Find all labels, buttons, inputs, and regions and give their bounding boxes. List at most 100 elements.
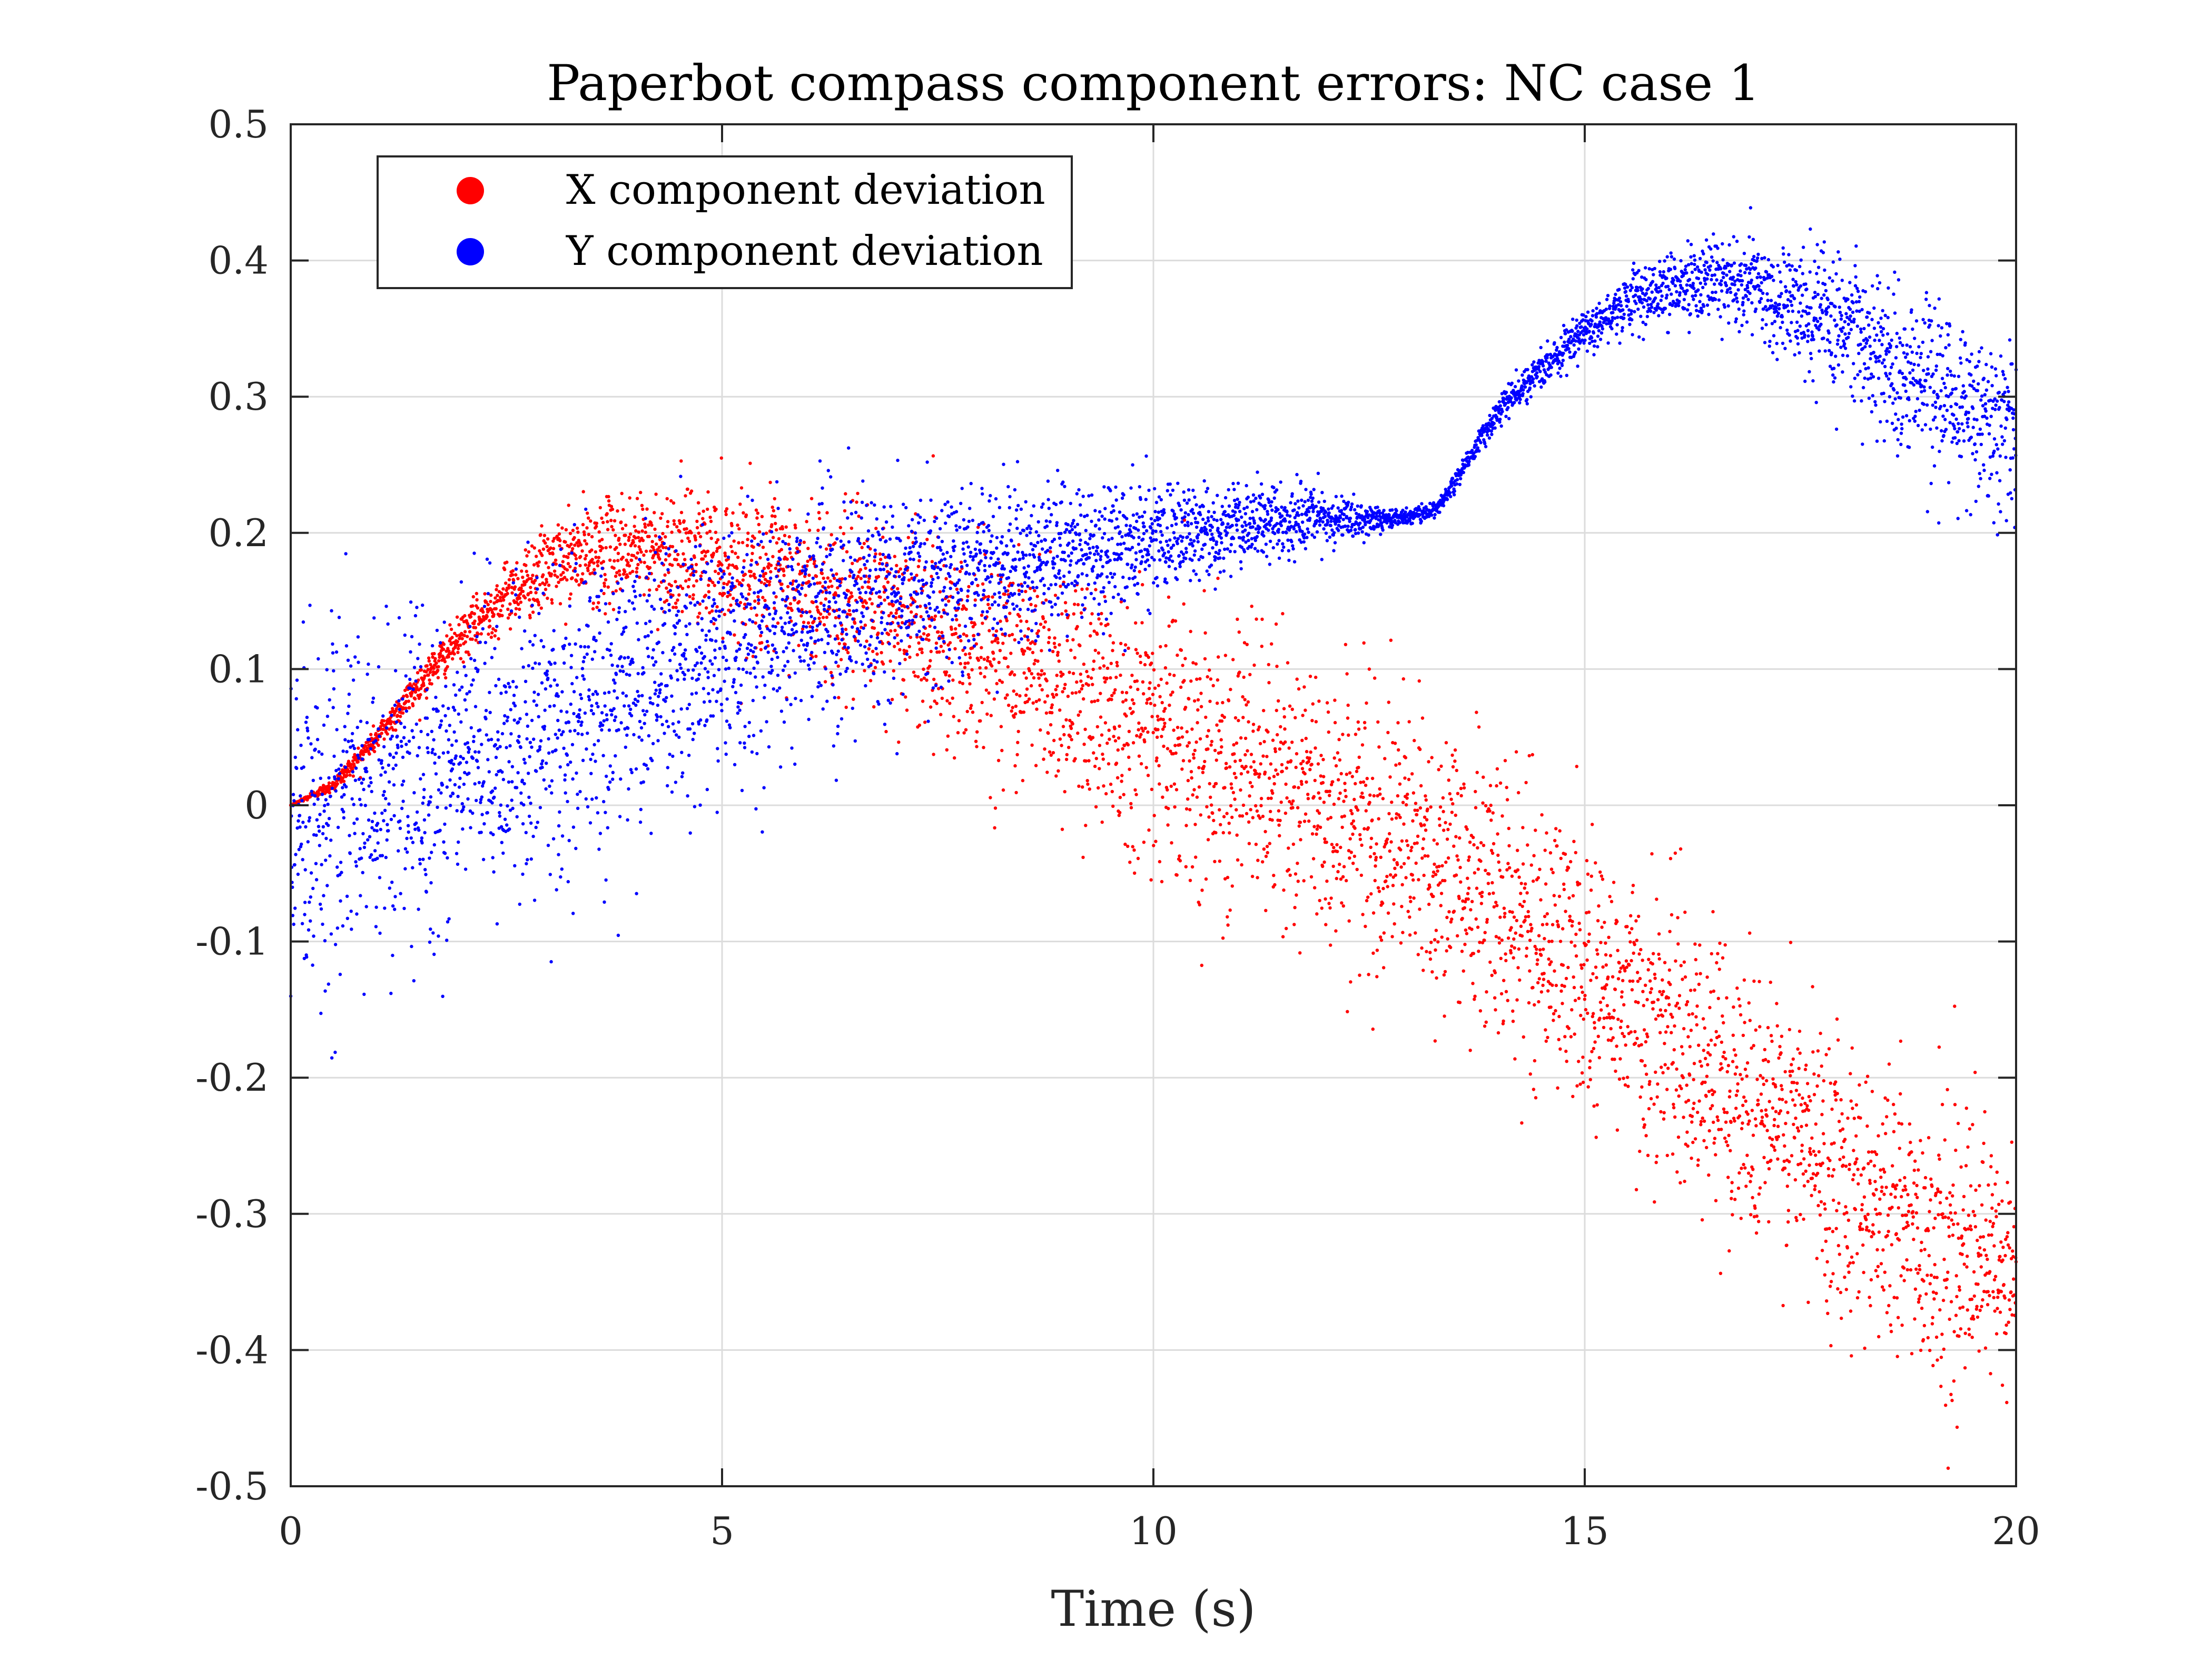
x-deviation-point bbox=[1742, 978, 1746, 982]
x-deviation-point bbox=[1200, 963, 1203, 967]
x-deviation-point bbox=[1399, 865, 1403, 869]
x-deviation-point bbox=[1213, 748, 1217, 753]
x-deviation-point bbox=[1695, 1004, 1699, 1008]
x-deviation-point bbox=[883, 598, 886, 602]
x-deviation-point bbox=[576, 573, 579, 577]
x-deviation-point bbox=[1239, 736, 1243, 740]
x-deviation-point bbox=[1178, 743, 1182, 747]
x-deviation-point bbox=[1696, 1158, 1700, 1162]
x-deviation-point bbox=[1440, 935, 1444, 939]
x-deviation-point bbox=[704, 594, 708, 597]
x-deviation-point bbox=[1943, 1215, 1947, 1219]
x-deviation-point bbox=[1052, 738, 1056, 743]
x-deviation-point bbox=[1834, 1098, 1838, 1102]
x-deviation-point bbox=[1515, 998, 1519, 1002]
x-deviation-point bbox=[1333, 698, 1337, 702]
x-deviation-point bbox=[887, 614, 891, 618]
x-deviation-point bbox=[1903, 1184, 1907, 1188]
x-deviation-point bbox=[1141, 680, 1145, 684]
x-deviation-point bbox=[572, 536, 576, 540]
x-deviation-point bbox=[616, 551, 620, 556]
x-deviation-point bbox=[1374, 855, 1378, 860]
x-deviation-point bbox=[1197, 766, 1201, 769]
x-deviation-point bbox=[848, 574, 852, 578]
x-deviation-point bbox=[1905, 1220, 1909, 1224]
y-deviation-point bbox=[342, 810, 345, 814]
x-deviation-point bbox=[1911, 1215, 1915, 1219]
x-deviation-point bbox=[964, 607, 968, 611]
x-deviation-point bbox=[1656, 1014, 1660, 1018]
x-deviation-point bbox=[1075, 680, 1079, 684]
x-deviation-point bbox=[1981, 1235, 1986, 1239]
x-deviation-point bbox=[691, 597, 695, 600]
x-deviation-point bbox=[1935, 1358, 1939, 1362]
x-deviation-point bbox=[1333, 720, 1337, 725]
x-deviation-point bbox=[1343, 782, 1347, 785]
x-deviation-point bbox=[1655, 1095, 1659, 1099]
x-deviation-point bbox=[1087, 683, 1090, 687]
x-deviation-point bbox=[1879, 1262, 1883, 1266]
x-deviation-point bbox=[1808, 1147, 1812, 1151]
x-deviation-point bbox=[1558, 940, 1563, 943]
x-deviation-point bbox=[1100, 611, 1103, 616]
x-deviation-point bbox=[504, 581, 508, 585]
x-deviation-point bbox=[1417, 679, 1421, 683]
x-deviation-point bbox=[1641, 990, 1645, 993]
x-deviation-point bbox=[1243, 753, 1247, 757]
x-deviation-point bbox=[1224, 766, 1229, 770]
x-deviation-point bbox=[1802, 1217, 1805, 1221]
x-deviation-point bbox=[1697, 982, 1701, 986]
x-deviation-point bbox=[1454, 835, 1458, 838]
x-deviation-point bbox=[1657, 957, 1661, 961]
x-deviation-point bbox=[1609, 900, 1614, 904]
x-deviation-point bbox=[1692, 1101, 1696, 1105]
x-deviation-point bbox=[1857, 1290, 1861, 1294]
x-deviation-point bbox=[1711, 1104, 1714, 1108]
x-deviation-point bbox=[1656, 998, 1660, 1002]
x-deviation-point bbox=[1641, 1117, 1645, 1121]
x-deviation-point bbox=[1330, 843, 1334, 846]
x-deviation-point bbox=[1115, 660, 1119, 665]
x-deviation-point bbox=[1555, 844, 1559, 848]
x-deviation-point bbox=[1616, 949, 1619, 952]
x-deviation-point bbox=[1571, 1094, 1575, 1099]
x-deviation-point bbox=[1420, 946, 1424, 950]
x-deviation-point bbox=[568, 531, 572, 535]
x-deviation-point bbox=[1300, 738, 1304, 743]
x-deviation-point bbox=[490, 608, 493, 612]
y-deviation-point bbox=[308, 816, 312, 819]
x-deviation-point bbox=[1151, 651, 1154, 655]
x-deviation-point bbox=[982, 657, 986, 661]
x-deviation-point bbox=[1527, 754, 1531, 758]
x-deviation-point bbox=[686, 536, 690, 540]
x-deviation-point bbox=[1775, 1002, 1779, 1005]
x-deviation-point bbox=[1495, 767, 1499, 771]
x-deviation-point bbox=[1823, 1273, 1826, 1277]
x-deviation-point bbox=[1650, 852, 1654, 856]
x-deviation-point bbox=[1276, 733, 1279, 737]
x-deviation-point bbox=[1203, 657, 1207, 661]
x-deviation-point bbox=[1846, 1264, 1850, 1268]
x-deviation-point bbox=[2005, 1235, 2009, 1239]
x-deviation-point bbox=[1455, 768, 1458, 773]
x-deviation-point bbox=[585, 526, 589, 530]
x-deviation-point bbox=[753, 576, 757, 580]
x-deviation-point bbox=[947, 674, 951, 678]
x-deviation-point bbox=[380, 732, 383, 735]
x-deviation-point bbox=[1208, 668, 1211, 672]
x-deviation-point bbox=[1188, 808, 1192, 812]
x-deviation-point bbox=[461, 660, 465, 664]
x-deviation-point bbox=[623, 542, 627, 546]
x-deviation-point bbox=[991, 595, 994, 599]
x-deviation-point bbox=[427, 659, 431, 663]
x-deviation-point bbox=[1519, 882, 1523, 885]
x-deviation-point bbox=[1978, 1184, 1981, 1188]
x-deviation-point bbox=[1180, 767, 1184, 771]
y-deviation-point bbox=[309, 895, 312, 899]
x-deviation-point bbox=[1322, 801, 1326, 804]
x-deviation-point bbox=[997, 660, 1001, 665]
x-deviation-point bbox=[1554, 1009, 1557, 1013]
x-deviation-point bbox=[647, 535, 651, 538]
x-deviation-point bbox=[652, 548, 656, 552]
x-deviation-point bbox=[525, 569, 528, 574]
